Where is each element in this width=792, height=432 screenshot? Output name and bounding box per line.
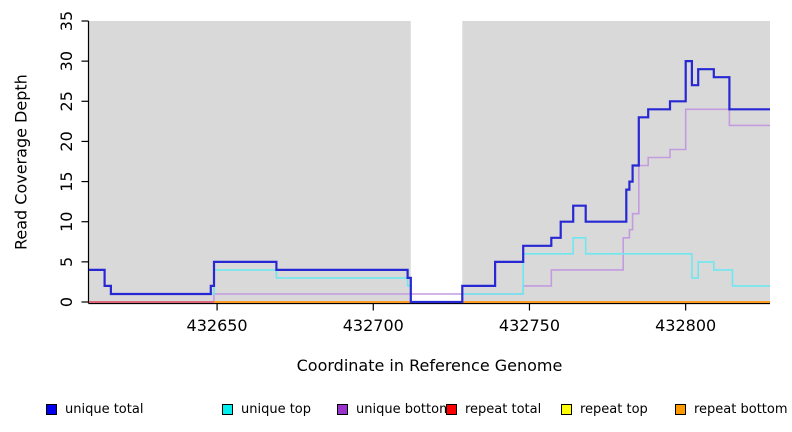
y-tick-label: 15 [57,171,76,191]
legend-swatch-unique-bottom [337,403,348,415]
legend-swatch-repeat-top [561,403,572,415]
x-axis-label: Coordinate in Reference Genome [296,356,563,375]
y-axis-label: Read Coverage Depth [11,74,31,250]
legend-item-unique-bottom: unique bottom [337,399,452,419]
y-tick-label: 10 [57,212,76,232]
legend-item-unique-total: unique total [46,399,143,419]
legend-item-unique-top: unique top [222,399,311,419]
legend-swatch-unique-total [46,403,57,415]
x-tick-label: 432750 [499,316,560,335]
x-tick-label: 432700 [343,316,404,335]
y-tick-label: 25 [57,91,76,111]
y-tick-label: 5 [57,257,76,267]
legend: unique total unique top unique bottom repea… [0,399,792,421]
legend-swatch-repeat-bottom [675,403,686,415]
legend-item-repeat-total: repeat total [446,399,541,419]
x-tick-label: 432650 [187,316,248,335]
series-line-unique-total [89,60,770,304]
legend-label: unique total [65,401,144,417]
legend-item-repeat-bottom: repeat bottom [675,399,788,419]
x-tick-label: 432800 [655,316,716,335]
legend-label: repeat top [580,401,648,417]
legend-item-repeat-top: repeat top [561,399,648,419]
y-tick-label: 0 [57,297,76,307]
legend-swatch-unique-top [222,403,233,415]
legend-swatch-repeat-total [446,403,457,415]
y-tick-label: 35 [57,11,76,31]
y-tick-label: 30 [57,51,76,71]
coverage-gap-band [410,21,463,304]
y-tick-label: 20 [57,131,76,151]
legend-label: repeat bottom [694,401,788,417]
legend-label: repeat total [465,401,542,417]
legend-label: unique bottom [356,401,452,417]
legend-label: unique top [241,401,312,417]
